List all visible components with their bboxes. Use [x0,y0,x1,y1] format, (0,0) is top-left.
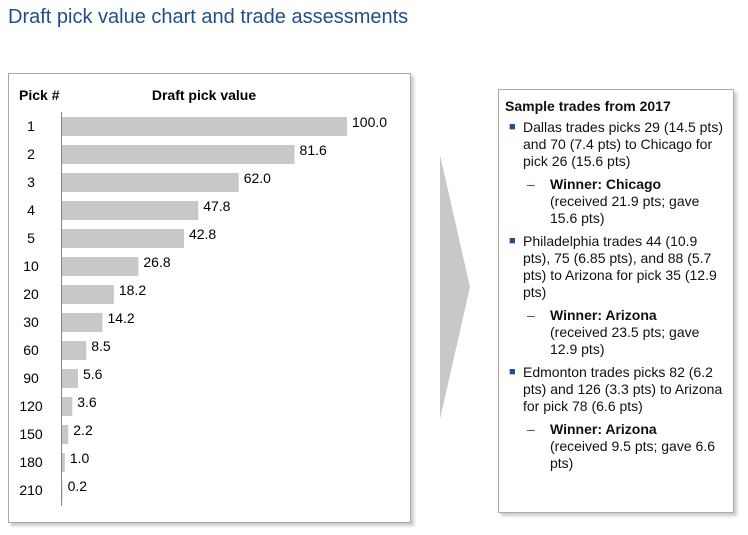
pick-label: 90 [23,370,39,386]
value-label: 2.2 [73,422,93,438]
pick-label: 30 [23,314,39,330]
value-label: 81.6 [300,142,327,158]
winner-label: Winner: Arizona [550,421,657,437]
pick-label: 150 [19,426,43,442]
winner-label: Winner: Chicago [550,176,662,192]
value-label: 14.2 [107,310,134,326]
value-label: 3.6 [77,394,97,410]
winner-detail: (received 23.5 pts; gave 12.9 pts) [550,324,700,357]
bar [62,145,295,164]
dash-icon: – [527,176,535,192]
winner-detail: (received 21.9 pts; gave 15.6 pts) [550,193,700,226]
value-label: 62.0 [244,170,271,186]
pick-label: 3 [27,174,35,190]
pick-label: 210 [19,482,43,498]
bullet-icon: ■ [509,121,516,133]
bar [62,313,103,332]
pick-label: 180 [19,454,43,470]
dash-icon: – [527,307,535,323]
trade-winner: – Winner: Arizona (received 9.5 pts; gave … [505,421,727,472]
pick-label: 60 [23,342,39,358]
bar [62,201,199,220]
trade-text: Philadelphia trades 44 (10.9 pts), 75 (6… [523,233,717,300]
trade-winner: – Winner: Arizona (received 23.5 pts; gave… [505,307,727,358]
trade-item: ■ Edmonton trades picks 82 (6.2 pts) and … [505,364,727,415]
pick-label: 4 [27,202,35,218]
pick-label: 5 [27,230,35,246]
bullet-icon: ■ [509,235,516,247]
bar [62,397,73,416]
pick-label: 2 [27,146,35,162]
pick-label: 10 [23,258,39,274]
bar [62,341,87,360]
bar [62,425,69,444]
value-label: 100.0 [352,114,387,130]
trade-item: ■ Philadelphia trades 44 (10.9 pts), 75 (… [505,233,727,301]
bar [62,481,63,500]
trade-text: Dallas trades picks 29 (14.5 pts) and 70… [523,119,723,169]
chevron-arrow-icon [440,155,470,419]
bar [62,285,114,304]
value-label: 0.2 [68,478,88,494]
pick-label: 120 [19,398,43,414]
dash-icon: – [527,421,535,437]
value-label: 5.6 [83,366,103,382]
bar [62,229,184,248]
winner-label: Winner: Arizona [550,307,657,323]
bar [62,369,78,388]
sample-trades-panel: Sample trades from 2017 ■ Dallas trades p… [498,89,734,513]
pick-label: 20 [23,286,39,302]
trade-item: ■ Dallas trades picks 29 (14.5 pts) and 7… [505,119,727,170]
value-header: Draft pick value [152,87,256,103]
trades-title: Sample trades from 2017 [505,98,671,114]
bar [62,173,239,192]
value-label: 1.0 [70,450,90,466]
value-label: 18.2 [119,282,146,298]
value-label: 8.5 [91,338,111,354]
bar-chart: Pick # Draft pick value 1 100.0 2 81.6 3 62.0… [19,87,387,506]
draft-value-chart-panel: Pick # Draft pick value 1 100.0 2 81.6 3 62.0… [8,73,411,523]
page-title: Draft pick value chart and trade assessm… [8,6,409,28]
pick-header: Pick # [19,87,60,103]
bullet-icon: ■ [509,366,516,378]
trade-winner: – Winner: Chicago (received 21.9 pts; gave… [505,176,727,227]
bar [62,257,139,276]
winner-detail: (received 9.5 pts; gave 6.6 pts) [550,438,715,471]
pick-label: 1 [27,118,35,134]
value-label: 42.8 [189,226,216,242]
trade-text: Edmonton trades picks 82 (6.2 pts) and 1… [523,364,723,414]
bar [62,453,65,472]
value-label: 26.8 [143,254,170,270]
value-label: 47.8 [203,198,230,214]
bar [62,117,347,136]
